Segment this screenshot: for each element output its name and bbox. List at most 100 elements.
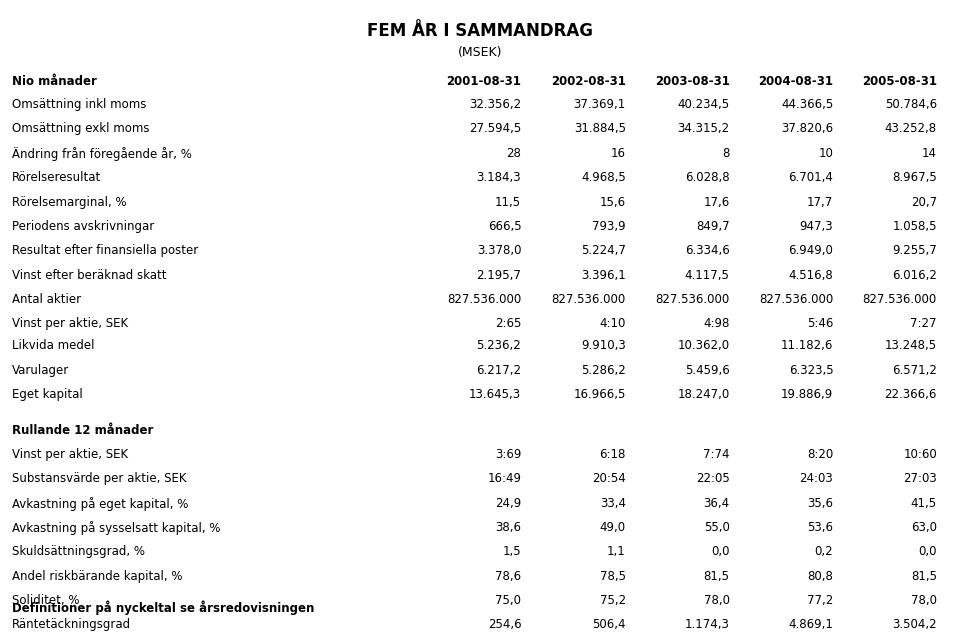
Text: 75,2: 75,2 xyxy=(600,594,626,607)
Text: 9.910,3: 9.910,3 xyxy=(581,339,626,353)
Text: Definitioner på nyckeltal se årsredovisningen: Definitioner på nyckeltal se årsredovisn… xyxy=(12,601,314,615)
Text: 37.820,6: 37.820,6 xyxy=(781,123,833,135)
Text: 35,6: 35,6 xyxy=(807,496,833,510)
Text: 0,0: 0,0 xyxy=(711,546,730,558)
Text: 6.028,8: 6.028,8 xyxy=(685,171,730,184)
Text: Antal aktier: Antal aktier xyxy=(12,293,81,306)
Text: 20,7: 20,7 xyxy=(911,196,937,209)
Text: 19.886,9: 19.886,9 xyxy=(781,388,833,401)
Text: 78,0: 78,0 xyxy=(704,594,730,607)
Text: Ändring från föregående år, %: Ändring från föregående år, % xyxy=(12,147,191,161)
Text: 6.217,2: 6.217,2 xyxy=(476,363,521,377)
Text: 1.174,3: 1.174,3 xyxy=(684,618,730,632)
Text: Vinst per aktie, SEK: Vinst per aktie, SEK xyxy=(12,448,128,461)
Text: 4.968,5: 4.968,5 xyxy=(581,171,626,184)
Text: 24:03: 24:03 xyxy=(800,472,833,486)
Text: Varulager: Varulager xyxy=(12,363,69,377)
Text: Rörelsemarginal, %: Rörelsemarginal, % xyxy=(12,196,126,209)
Text: 1,1: 1,1 xyxy=(607,546,626,558)
Text: 947,3: 947,3 xyxy=(800,220,833,233)
Text: 41,5: 41,5 xyxy=(911,496,937,510)
Text: 3.396,1: 3.396,1 xyxy=(581,269,626,282)
Text: 17,6: 17,6 xyxy=(704,196,730,209)
Text: 6.323,5: 6.323,5 xyxy=(789,363,833,377)
Text: 6.701,4: 6.701,4 xyxy=(788,171,833,184)
Text: Soliditet, %: Soliditet, % xyxy=(12,594,79,607)
Text: 75,0: 75,0 xyxy=(495,594,521,607)
Text: 6.571,2: 6.571,2 xyxy=(892,363,937,377)
Text: 81,5: 81,5 xyxy=(911,570,937,583)
Text: 10: 10 xyxy=(819,147,833,160)
Text: 53,6: 53,6 xyxy=(807,521,833,534)
Text: 78,5: 78,5 xyxy=(600,570,626,583)
Text: Avkastning på eget kapital, %: Avkastning på eget kapital, % xyxy=(12,496,188,511)
Text: 10:60: 10:60 xyxy=(903,448,937,461)
Text: 254,6: 254,6 xyxy=(488,618,521,632)
Text: 4.869,1: 4.869,1 xyxy=(788,618,833,632)
Text: Periodens avskrivningar: Periodens avskrivningar xyxy=(12,220,154,233)
Text: 666,5: 666,5 xyxy=(488,220,521,233)
Text: Vinst efter beräknad skatt: Vinst efter beräknad skatt xyxy=(12,269,166,282)
Text: 2001-08-31: 2001-08-31 xyxy=(446,75,521,88)
Text: 4.117,5: 4.117,5 xyxy=(684,269,730,282)
Text: FEM ÅR I SAMMANDRAG: FEM ÅR I SAMMANDRAG xyxy=(367,22,593,40)
Text: 0,2: 0,2 xyxy=(815,546,833,558)
Text: 2003-08-31: 2003-08-31 xyxy=(655,75,730,88)
Text: Nio månader: Nio månader xyxy=(12,75,96,88)
Text: 50.784,6: 50.784,6 xyxy=(885,98,937,111)
Text: 4.516,8: 4.516,8 xyxy=(788,269,833,282)
Text: Rörelseresultat: Rörelseresultat xyxy=(12,171,101,184)
Text: Omsättning exkl moms: Omsättning exkl moms xyxy=(12,123,149,135)
Text: Räntetäckningsgrad: Räntetäckningsgrad xyxy=(12,618,131,632)
Text: Omsättning inkl moms: Omsättning inkl moms xyxy=(12,98,146,111)
Text: 8: 8 xyxy=(722,147,730,160)
Text: 3.184,3: 3.184,3 xyxy=(477,171,521,184)
Text: 8:20: 8:20 xyxy=(807,448,833,461)
Text: 6:18: 6:18 xyxy=(600,448,626,461)
Text: 5.459,6: 5.459,6 xyxy=(684,363,730,377)
Text: 20:54: 20:54 xyxy=(592,472,626,486)
Text: 78,6: 78,6 xyxy=(495,570,521,583)
Text: 80,8: 80,8 xyxy=(807,570,833,583)
Text: 3.504,2: 3.504,2 xyxy=(893,618,937,632)
Text: 43.252,8: 43.252,8 xyxy=(885,123,937,135)
Text: 2:65: 2:65 xyxy=(495,318,521,330)
Text: 14: 14 xyxy=(922,147,937,160)
Text: 49,0: 49,0 xyxy=(600,521,626,534)
Text: 2005-08-31: 2005-08-31 xyxy=(862,75,937,88)
Text: 6.016,2: 6.016,2 xyxy=(892,269,937,282)
Text: 37.369,1: 37.369,1 xyxy=(574,98,626,111)
Text: 32.356,2: 32.356,2 xyxy=(469,98,521,111)
Text: Substansvärde per aktie, SEK: Substansvärde per aktie, SEK xyxy=(12,472,186,486)
Text: 11,5: 11,5 xyxy=(495,196,521,209)
Text: 0,0: 0,0 xyxy=(919,546,937,558)
Text: 16:49: 16:49 xyxy=(488,472,521,486)
Text: 27:03: 27:03 xyxy=(903,472,937,486)
Text: 4:10: 4:10 xyxy=(600,318,626,330)
Text: 16: 16 xyxy=(611,147,626,160)
Text: 17,7: 17,7 xyxy=(807,196,833,209)
Text: Skuldsättningsgrad, %: Skuldsättningsgrad, % xyxy=(12,546,145,558)
Text: 24,9: 24,9 xyxy=(495,496,521,510)
Text: 793,9: 793,9 xyxy=(592,220,626,233)
Text: 11.182,6: 11.182,6 xyxy=(780,339,833,353)
Text: 13.645,3: 13.645,3 xyxy=(469,388,521,401)
Text: Eget kapital: Eget kapital xyxy=(12,388,83,401)
Text: 22.366,6: 22.366,6 xyxy=(884,388,937,401)
Text: 13.248,5: 13.248,5 xyxy=(885,339,937,353)
Text: 27.594,5: 27.594,5 xyxy=(469,123,521,135)
Text: 15,6: 15,6 xyxy=(600,196,626,209)
Text: 18.247,0: 18.247,0 xyxy=(678,388,730,401)
Text: 31.884,5: 31.884,5 xyxy=(574,123,626,135)
Text: 827.536.000: 827.536.000 xyxy=(863,293,937,306)
Text: 827.536.000: 827.536.000 xyxy=(656,293,730,306)
Text: 7:27: 7:27 xyxy=(910,318,937,330)
Text: 827.536.000: 827.536.000 xyxy=(759,293,833,306)
Text: Avkastning på sysselsatt kapital, %: Avkastning på sysselsatt kapital, % xyxy=(12,521,220,535)
Text: 5.224,7: 5.224,7 xyxy=(581,244,626,258)
Text: 6.334,6: 6.334,6 xyxy=(684,244,730,258)
Text: 77,2: 77,2 xyxy=(807,594,833,607)
Text: 81,5: 81,5 xyxy=(704,570,730,583)
Text: 1.058,5: 1.058,5 xyxy=(893,220,937,233)
Text: Likvida medel: Likvida medel xyxy=(12,339,94,353)
